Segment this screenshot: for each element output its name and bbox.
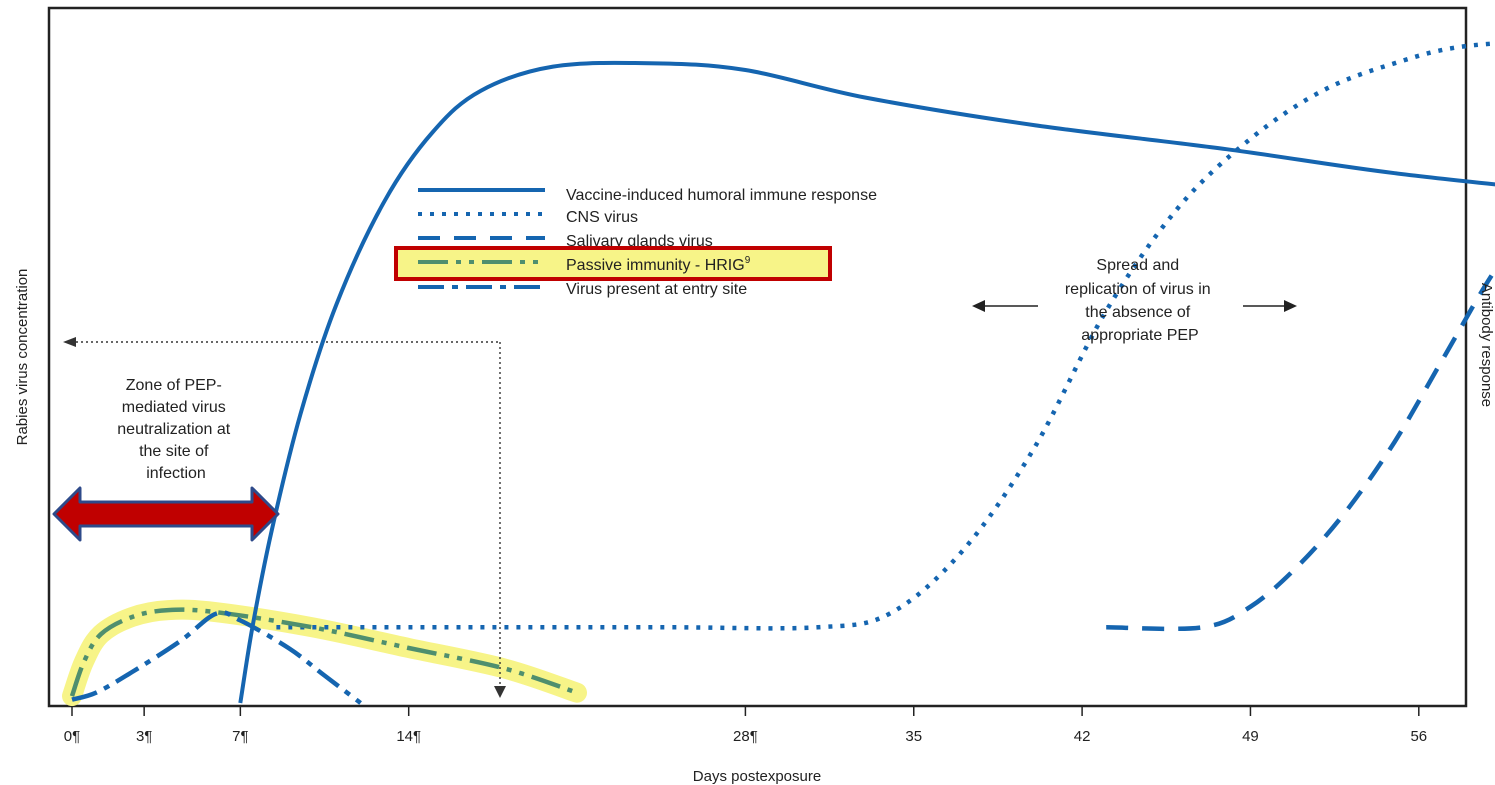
x-tick-label-7: 7¶ [232, 728, 248, 745]
legend-label-hrig-text: Passive immunity - HRIG [566, 257, 745, 274]
guide-arrowhead-left [63, 337, 76, 347]
spread-line-3: the absence of [1085, 304, 1191, 321]
x-axis-ticks: 0¶ 3¶ 7¶ 14¶ 28¶ 35 42 49 56 [64, 706, 1427, 745]
spread-line-4: appropriate PEP [1081, 327, 1198, 344]
pep-zone-annotation: Zone of PEP- mediated virus neutralizati… [117, 377, 234, 482]
plot-frame [47, 6, 1468, 708]
x-tick-label-14: 14¶ [396, 728, 421, 745]
series-entry-line [71, 610, 362, 705]
x-tick-label-56: 56 [1410, 728, 1427, 745]
spread-annotation: Spread and replication of virus in the a… [1065, 257, 1215, 344]
series-vaccine-line [238, 60, 1495, 704]
series-cns-line [276, 41, 1495, 631]
pep-zone-line-1: Zone of PEP- [126, 377, 222, 394]
x-tick-label-35: 35 [905, 728, 922, 745]
y-axis-title-left: Rabies virus concentration [14, 269, 31, 446]
guide-arrowhead-down [494, 686, 506, 698]
legend-highlight-fill [396, 248, 830, 279]
pep-zone-line-2: mediated virus [122, 399, 226, 416]
series-layer [69, 41, 1495, 705]
spread-arrowhead-right [1284, 300, 1297, 312]
pep-zone-guide [76, 341, 501, 688]
x-tick-label-28: 28¶ [733, 728, 758, 745]
pep-zone-double-arrow [52, 486, 280, 542]
x-axis-title: Days postexposure [693, 768, 821, 785]
hrig-highlight-band [62, 599, 587, 707]
legend-label-salivary: Salivary glands virus [566, 233, 713, 250]
pep-zone-line-4: the site of [139, 443, 209, 460]
legend-label-entry: Virus present at entry site [566, 281, 747, 298]
x-tick-label-0: 0¶ [64, 728, 80, 745]
legend-label-vaccine: Vaccine-induced humoral immune response [566, 187, 877, 204]
legend-label-hrig-sup: 9 [745, 255, 751, 266]
legend-label-cns: CNS virus [566, 209, 638, 226]
spread-arrowhead-left [972, 300, 985, 312]
x-tick-label-3: 3¶ [136, 728, 152, 745]
y-axis-title-right: Antibody response [1478, 283, 1495, 407]
x-tick-label-49: 49 [1242, 728, 1259, 745]
spread-line-1: Spread and [1096, 257, 1179, 274]
legend: Vaccine-induced humoral immune response … [394, 187, 877, 298]
pep-zone-line-3: neutralization at [117, 421, 231, 438]
legend-highlight-box [394, 246, 832, 281]
series-salivary-line [1106, 266, 1495, 632]
legend-label-hrig: Passive immunity - HRIG9 [566, 255, 751, 274]
spread-double-arrow [972, 300, 1297, 312]
pep-zone-line-5: infection [146, 465, 206, 482]
spread-line-2: replication of virus in [1065, 281, 1211, 298]
x-tick-label-42: 42 [1074, 728, 1091, 745]
hrig-highlight-layer [62, 599, 587, 707]
